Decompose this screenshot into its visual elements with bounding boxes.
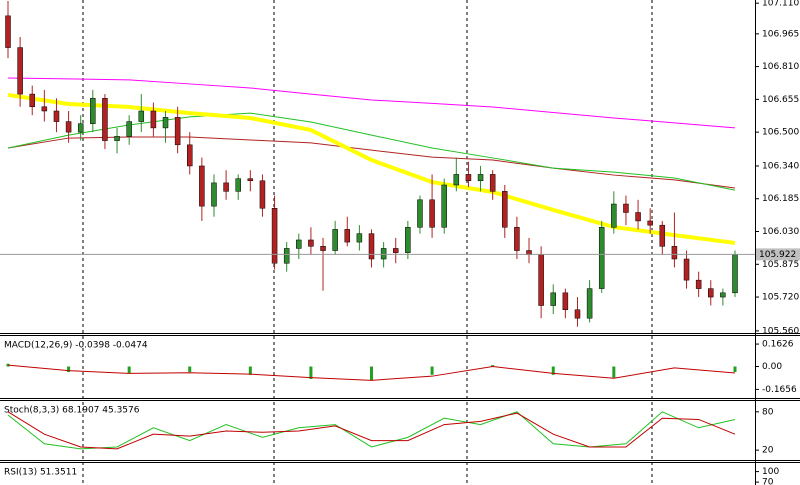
candle-body bbox=[453, 174, 460, 186]
candle-body bbox=[429, 199, 435, 228]
candle-body bbox=[635, 212, 641, 222]
candle-body bbox=[489, 174, 496, 192]
candle-body bbox=[405, 227, 411, 253]
y-tick-label: 0.00 bbox=[762, 362, 782, 372]
y-tick-label: 106.810 bbox=[762, 62, 799, 72]
candle-body bbox=[126, 121, 132, 137]
candle-body bbox=[308, 239, 314, 247]
candle-body bbox=[659, 224, 666, 247]
y-tick-label: 106.030 bbox=[762, 227, 799, 237]
candle-body bbox=[102, 98, 108, 141]
y-tick-label: 20 bbox=[762, 446, 774, 456]
candle-body bbox=[211, 182, 217, 207]
candle-body bbox=[114, 136, 120, 141]
y-tick-label: 106.655 bbox=[762, 95, 799, 105]
candle-body bbox=[174, 117, 181, 146]
candle-body bbox=[623, 203, 629, 213]
candle-body bbox=[708, 288, 714, 298]
y-tick-label: 100 bbox=[762, 467, 779, 477]
candle-body bbox=[538, 254, 544, 306]
candle-body bbox=[417, 199, 423, 228]
candle-body bbox=[514, 227, 520, 251]
y-tick-label: 106.965 bbox=[762, 29, 799, 39]
y-tick-label: -0.1656 bbox=[762, 385, 797, 395]
y-tick-label: 106.340 bbox=[762, 161, 799, 171]
y-tick-label: 106.185 bbox=[762, 194, 799, 204]
candle-body bbox=[199, 165, 205, 207]
macd-signal bbox=[7, 364, 736, 381]
candle-body bbox=[356, 233, 363, 243]
candle-body bbox=[477, 174, 484, 182]
candle-body bbox=[695, 279, 702, 289]
candle-body bbox=[441, 184, 447, 228]
candle-body bbox=[550, 292, 556, 306]
candle-body bbox=[150, 110, 157, 129]
current-price-label: 105.922 bbox=[759, 250, 796, 260]
candle-body bbox=[732, 254, 738, 294]
indicator-label: Stoch(8,3,3) 68.1907 45.3576 bbox=[4, 406, 140, 416]
y-tick-label: 0.1626 bbox=[762, 340, 794, 350]
candle-body bbox=[332, 229, 338, 251]
y-tick-label: 106.500 bbox=[762, 128, 799, 138]
candle-body bbox=[368, 233, 375, 260]
candle-body bbox=[683, 258, 690, 281]
candle-body bbox=[574, 309, 581, 319]
indicator-line bbox=[7, 411, 736, 450]
current-price-box bbox=[756, 248, 800, 261]
y-tick-label: 80 bbox=[762, 407, 774, 417]
candle-body bbox=[259, 180, 266, 209]
candle-body bbox=[187, 144, 193, 167]
candle-body bbox=[53, 110, 60, 122]
candle-body bbox=[138, 110, 145, 122]
candle-body bbox=[162, 117, 169, 129]
candle-body bbox=[283, 248, 290, 264]
candle-body bbox=[344, 229, 351, 243]
y-tick-label: 107.110 bbox=[762, 0, 799, 9]
candle-body bbox=[502, 191, 508, 228]
candle-body bbox=[247, 178, 254, 182]
candle-body bbox=[65, 121, 72, 133]
y-tick-label: 105.560 bbox=[762, 326, 799, 336]
y-tick-label: 105.875 bbox=[762, 260, 799, 270]
indicator-label: MACD(12,26,9) -0.0398 -0.0474 bbox=[4, 341, 148, 351]
y-tick-label: 70 bbox=[762, 478, 774, 485]
candle-body bbox=[41, 106, 48, 112]
indicator-line bbox=[7, 411, 736, 450]
candle-body bbox=[223, 182, 229, 192]
candle-body bbox=[392, 248, 399, 253]
candle-body bbox=[90, 98, 96, 124]
candle-body bbox=[647, 220, 653, 226]
candle-body bbox=[671, 246, 678, 260]
candle-body bbox=[17, 47, 23, 95]
candle-body bbox=[271, 208, 278, 264]
candle-body bbox=[235, 178, 241, 192]
candle-body bbox=[562, 292, 569, 310]
candle-body bbox=[29, 93, 35, 108]
candle-body bbox=[77, 123, 84, 133]
candle-body bbox=[320, 246, 326, 251]
candle-body bbox=[296, 239, 302, 249]
indicator-label: RSI(13) 51.3511 bbox=[4, 468, 77, 478]
candle-body bbox=[380, 248, 387, 260]
candle-body bbox=[598, 227, 605, 289]
candle-body bbox=[5, 15, 11, 48]
candle-body bbox=[586, 288, 593, 319]
candle-body bbox=[465, 174, 472, 182]
y-tick-label: 105.720 bbox=[762, 293, 799, 303]
moving-average bbox=[7, 77, 736, 129]
candle-body bbox=[720, 292, 726, 298]
candle-body bbox=[611, 203, 617, 228]
